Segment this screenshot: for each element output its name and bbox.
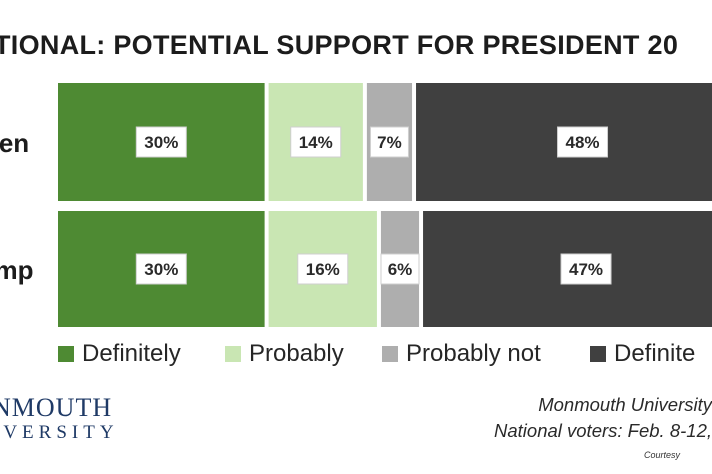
data-label: 14% xyxy=(299,133,333,152)
data-label: 16% xyxy=(306,260,340,279)
data-label: 30% xyxy=(144,133,178,152)
legend-label: Probably not xyxy=(406,340,541,367)
legend-item: Probably not xyxy=(382,340,541,368)
data-label: 47% xyxy=(569,260,603,279)
chart-legend: Definitely Probably Probably not Definite xyxy=(0,340,712,374)
legend-swatch xyxy=(58,346,74,362)
data-label-box xyxy=(560,253,612,285)
source-line-1: Monmouth University xyxy=(538,394,712,415)
data-label: 48% xyxy=(565,133,599,152)
legend-swatch xyxy=(590,346,606,362)
category-label: mp xyxy=(0,255,34,285)
data-label-box xyxy=(135,126,187,158)
data-label-box xyxy=(135,253,187,285)
courtesy-credit: Courtesy xyxy=(643,450,680,460)
legend-item: Definitely xyxy=(58,340,181,368)
data-label-box xyxy=(297,253,349,285)
data-label: 7% xyxy=(377,133,402,152)
data-label: 6% xyxy=(388,260,413,279)
data-label-box xyxy=(369,126,409,158)
legend-label: Probably xyxy=(249,340,344,367)
logo-text-top: NMOUTH xyxy=(0,393,113,422)
legend-swatch xyxy=(225,346,241,362)
legend-label: Definitely xyxy=(82,340,181,367)
data-label-box xyxy=(557,126,609,158)
source-note: Monmouth University National voters: Feb… xyxy=(494,392,712,444)
data-label: 30% xyxy=(144,260,178,279)
chart-title: TIONAL: POTENTIAL SUPPORT FOR PRESIDENT … xyxy=(0,30,679,60)
source-line-2: National voters: Feb. 8-12, xyxy=(494,420,712,441)
monmouth-university-logo: NMOUTH IVERSITY xyxy=(0,393,119,444)
legend-swatch xyxy=(382,346,398,362)
data-label-box xyxy=(290,126,342,158)
logo-text-bottom: IVERSITY xyxy=(0,422,119,443)
category-label: en xyxy=(0,128,29,158)
legend-item: Probably xyxy=(225,340,344,368)
legend-label: Definite xyxy=(614,340,696,367)
data-label-box xyxy=(380,253,420,285)
legend-item: Definite xyxy=(590,340,695,368)
